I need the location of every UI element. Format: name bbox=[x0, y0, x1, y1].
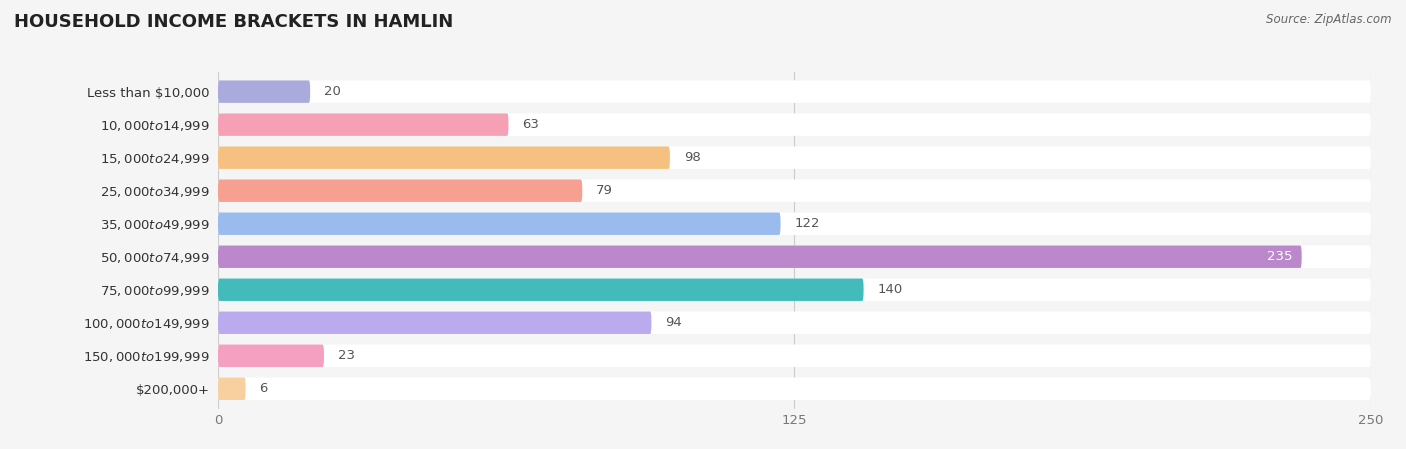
FancyBboxPatch shape bbox=[218, 378, 246, 400]
FancyBboxPatch shape bbox=[218, 378, 1371, 400]
Text: 235: 235 bbox=[1267, 250, 1292, 263]
FancyBboxPatch shape bbox=[218, 80, 311, 103]
FancyBboxPatch shape bbox=[218, 114, 509, 136]
FancyBboxPatch shape bbox=[218, 312, 651, 334]
Text: 63: 63 bbox=[522, 118, 538, 131]
FancyBboxPatch shape bbox=[218, 212, 1371, 235]
FancyBboxPatch shape bbox=[218, 146, 669, 169]
Text: 140: 140 bbox=[877, 283, 903, 296]
FancyBboxPatch shape bbox=[218, 180, 582, 202]
FancyBboxPatch shape bbox=[218, 80, 1371, 103]
FancyBboxPatch shape bbox=[218, 146, 1371, 169]
FancyBboxPatch shape bbox=[218, 246, 1302, 268]
Text: Source: ZipAtlas.com: Source: ZipAtlas.com bbox=[1267, 13, 1392, 26]
FancyBboxPatch shape bbox=[218, 344, 1371, 367]
FancyBboxPatch shape bbox=[218, 114, 1371, 136]
Text: 122: 122 bbox=[794, 217, 820, 230]
Text: 6: 6 bbox=[260, 382, 267, 395]
Text: 20: 20 bbox=[323, 85, 340, 98]
Text: 23: 23 bbox=[337, 349, 354, 362]
Text: 94: 94 bbox=[665, 316, 682, 329]
FancyBboxPatch shape bbox=[218, 212, 780, 235]
FancyBboxPatch shape bbox=[218, 312, 1371, 334]
FancyBboxPatch shape bbox=[218, 246, 1371, 268]
FancyBboxPatch shape bbox=[218, 180, 1371, 202]
Text: 98: 98 bbox=[683, 151, 700, 164]
Text: 79: 79 bbox=[596, 184, 613, 197]
FancyBboxPatch shape bbox=[218, 278, 863, 301]
Text: HOUSEHOLD INCOME BRACKETS IN HAMLIN: HOUSEHOLD INCOME BRACKETS IN HAMLIN bbox=[14, 13, 453, 31]
FancyBboxPatch shape bbox=[218, 278, 1371, 301]
FancyBboxPatch shape bbox=[218, 344, 323, 367]
